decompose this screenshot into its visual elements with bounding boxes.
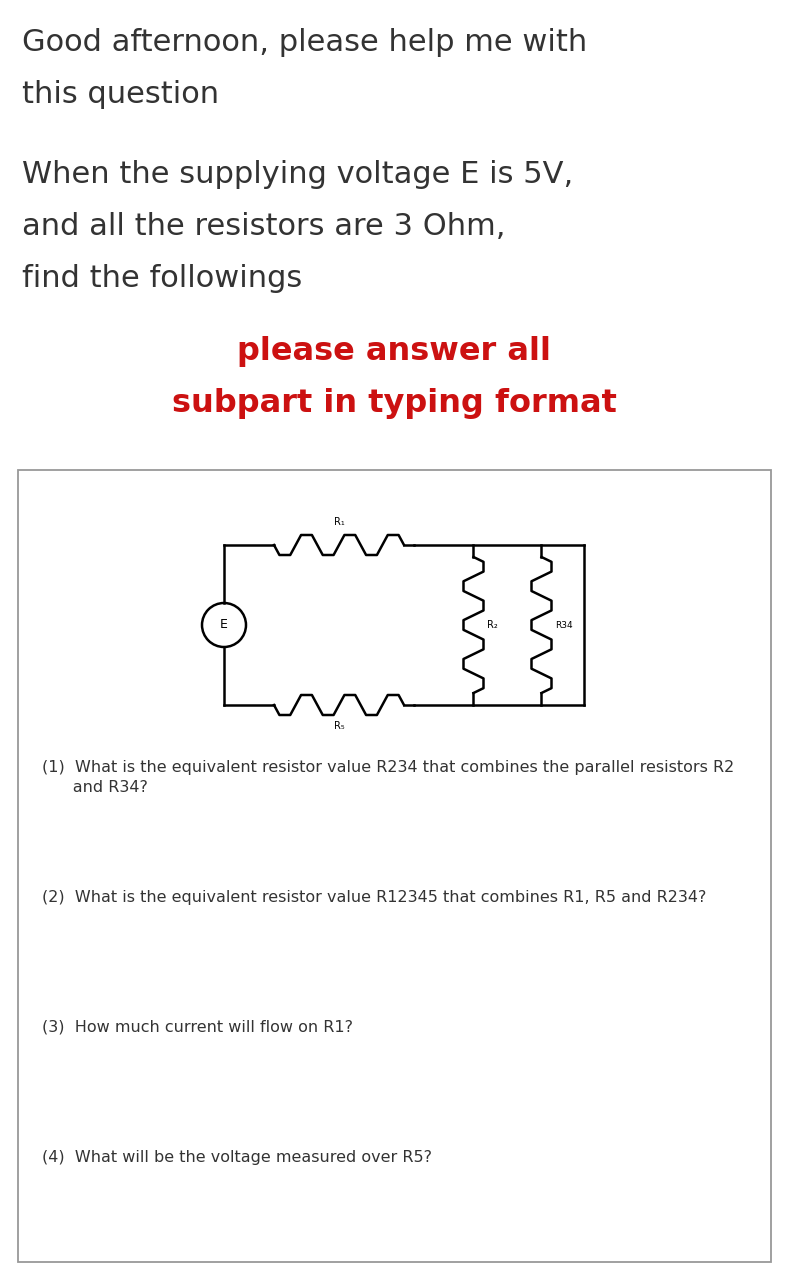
Bar bbox=[18, 470, 771, 1262]
Text: R₂: R₂ bbox=[488, 620, 498, 630]
Text: please answer all: please answer all bbox=[237, 335, 552, 367]
Text: R34: R34 bbox=[555, 621, 573, 630]
Text: R₅: R₅ bbox=[334, 721, 344, 731]
Text: and R34?: and R34? bbox=[42, 780, 148, 795]
Text: (4)  What will be the voltage measured over R5?: (4) What will be the voltage measured ov… bbox=[42, 1149, 432, 1165]
Text: this question: this question bbox=[22, 79, 219, 109]
Text: E: E bbox=[220, 618, 228, 631]
Text: (1)  What is the equivalent resistor value R234 that combines the parallel resis: (1) What is the equivalent resistor valu… bbox=[42, 760, 735, 774]
Text: When the supplying voltage E is 5V,: When the supplying voltage E is 5V, bbox=[22, 160, 574, 189]
Text: Good afternoon, please help me with: Good afternoon, please help me with bbox=[22, 28, 587, 58]
Text: R₁: R₁ bbox=[334, 517, 344, 527]
Text: (3)  How much current will flow on R1?: (3) How much current will flow on R1? bbox=[42, 1020, 353, 1036]
Text: and all the resistors are 3 Ohm,: and all the resistors are 3 Ohm, bbox=[22, 212, 506, 241]
Text: subpart in typing format: subpart in typing format bbox=[172, 388, 617, 419]
Text: find the followings: find the followings bbox=[22, 264, 302, 293]
Text: (2)  What is the equivalent resistor value R12345 that combines R1, R5 and R234?: (2) What is the equivalent resistor valu… bbox=[42, 890, 706, 905]
